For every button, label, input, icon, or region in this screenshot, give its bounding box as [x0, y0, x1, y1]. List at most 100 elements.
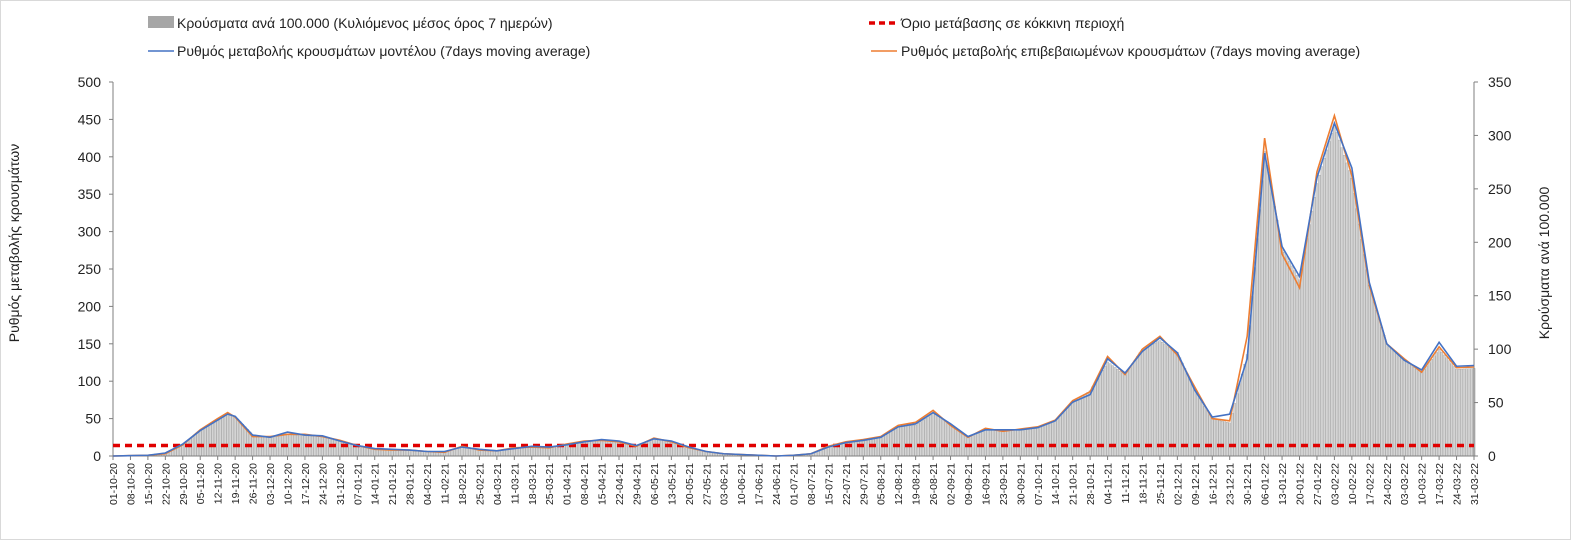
bar: [1378, 318, 1381, 457]
bar: [1275, 219, 1279, 457]
bar: [246, 429, 249, 457]
bar: [1405, 361, 1408, 457]
x-tick-label: 21-10-21: [1068, 463, 1080, 505]
bar: [1171, 348, 1174, 457]
x-tick-label: 27-01-22: [1312, 463, 1324, 505]
bar: [253, 434, 257, 457]
bar: [1260, 180, 1264, 457]
bar: [906, 425, 910, 457]
bar: [211, 421, 214, 457]
bar: [842, 443, 845, 457]
bar: [919, 421, 922, 457]
bar: [1363, 254, 1366, 457]
bar: [936, 416, 940, 457]
bar: [854, 441, 858, 457]
bar: [1382, 335, 1386, 457]
bar: [216, 418, 219, 457]
y-left-ticks: 0 50 100 150 200 250 300 350 400 450 500: [78, 74, 113, 464]
bar: [550, 446, 553, 457]
bar: [1313, 197, 1316, 457]
x-tick-label: 28-01-21: [405, 463, 417, 505]
bar: [1206, 410, 1209, 457]
bar: [565, 445, 568, 457]
bar: [1348, 170, 1351, 457]
x-tick-label: 20-05-21: [684, 463, 696, 505]
bar: [1076, 399, 1079, 457]
y-right-tick-label: 350: [1488, 74, 1512, 90]
bar: [1220, 420, 1224, 457]
bar: [1041, 425, 1045, 457]
bar: [1201, 401, 1204, 457]
bar: [1058, 415, 1062, 457]
x-tick-label: 03-12-20: [265, 463, 277, 505]
bar: [1427, 362, 1431, 457]
x-tick-label: 22-04-21: [614, 463, 626, 505]
bar: [326, 437, 329, 457]
x-tick-label: 15-04-21: [597, 463, 609, 505]
bar: [911, 425, 915, 457]
x-tick-label: 04-11-21: [1103, 463, 1115, 504]
bar: [625, 442, 628, 457]
x-tick-label: 18-02-21: [457, 463, 469, 505]
bar: [600, 439, 603, 457]
bar: [822, 449, 825, 457]
bar: [1051, 421, 1055, 457]
bar: [1151, 344, 1154, 457]
x-tick-label: 17-12-20: [300, 463, 312, 505]
bar: [1293, 270, 1296, 457]
bar: [989, 430, 992, 457]
bar: [1440, 351, 1443, 457]
bar: [313, 436, 317, 457]
bar: [829, 446, 833, 457]
bar: [929, 414, 932, 457]
bar: [1138, 352, 1142, 457]
bar: [1338, 139, 1341, 457]
bar: [1455, 369, 1458, 457]
bar: [941, 419, 945, 457]
bar: [1270, 192, 1274, 457]
bar: [597, 440, 601, 457]
bar: [657, 439, 661, 457]
x-tick-label: 18-03-21: [527, 463, 539, 505]
bar: [1415, 368, 1418, 457]
bar: [592, 440, 596, 457]
bar: [470, 448, 474, 457]
bar: [1435, 352, 1438, 457]
y-left-tick-label: 300: [78, 224, 102, 240]
bar: [602, 439, 606, 457]
x-tick-label: 02-09-21: [946, 463, 958, 505]
bar: [1133, 359, 1137, 457]
bar: [400, 450, 404, 457]
bar: [1365, 269, 1369, 457]
bar: [859, 441, 863, 457]
y-right-tick-label: 0: [1488, 448, 1496, 464]
bar: [901, 426, 905, 457]
bar: [819, 450, 823, 457]
x-tick-label: 20-01-22: [1295, 463, 1307, 505]
bar: [455, 448, 459, 457]
bar: [1417, 370, 1421, 457]
bar: [1462, 368, 1466, 457]
x-tick-label: 04-03-21: [492, 463, 504, 505]
x-tick-label: 10-06-21: [736, 463, 748, 505]
legend-swatch-bars: [148, 16, 174, 28]
bar: [615, 440, 618, 457]
x-tick-label: 24-02-22: [1382, 463, 1394, 505]
bar: [1397, 355, 1401, 457]
y-left-tick-label: 200: [78, 298, 102, 314]
bar: [1318, 174, 1321, 457]
bar: [1380, 326, 1384, 457]
bar: [667, 440, 671, 457]
bar: [577, 442, 581, 457]
x-tick-label: 11-11-21: [1120, 463, 1132, 504]
bar: [243, 426, 247, 457]
bar: [1238, 383, 1241, 457]
bar: [1308, 224, 1311, 457]
bar: [1178, 357, 1182, 457]
bar: [924, 418, 927, 457]
bar: [233, 416, 237, 457]
y-right-tick-label: 250: [1488, 181, 1512, 197]
y-left-tick-label: 100: [78, 373, 102, 389]
bar: [1043, 424, 1047, 457]
bar: [1333, 124, 1336, 457]
